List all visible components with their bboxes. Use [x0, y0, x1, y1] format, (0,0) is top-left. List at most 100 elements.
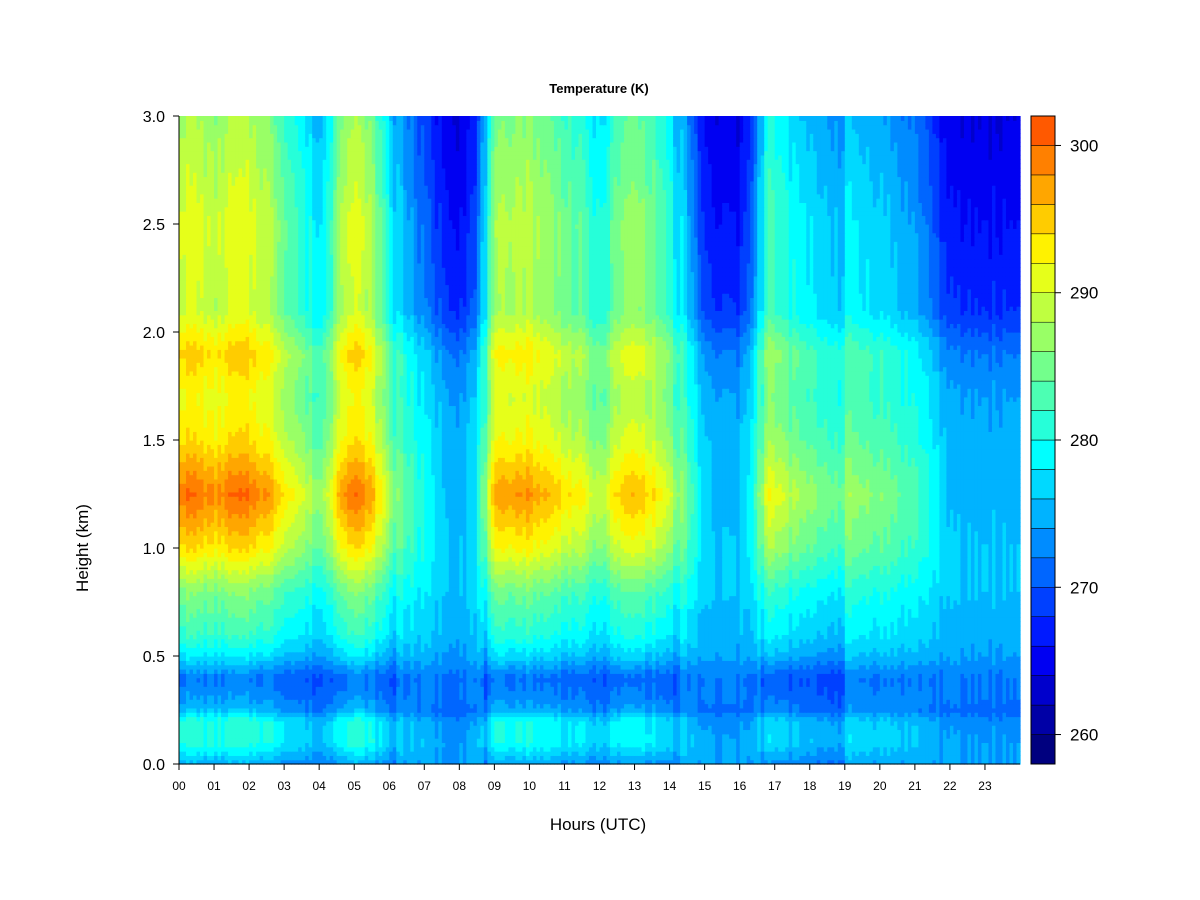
- heatmap-cell: [659, 704, 663, 709]
- heatmap-cell: [943, 747, 947, 752]
- heatmap-cell: [1006, 716, 1010, 721]
- heatmap-cell: [204, 751, 208, 756]
- heatmap-cell: [316, 716, 320, 721]
- heatmap-cell: [694, 729, 698, 734]
- heatmap-cell: [719, 712, 723, 717]
- heatmap-cell: [585, 691, 589, 696]
- heatmap-cell: [747, 673, 751, 678]
- heatmap-cell: [645, 738, 649, 743]
- heatmap-cell: [778, 686, 782, 691]
- heatmap-cell: [999, 747, 1003, 752]
- heatmap-cell: [817, 725, 821, 730]
- heatmap-cell: [267, 686, 271, 691]
- heatmap-cell: [740, 695, 744, 700]
- heatmap-cell: [578, 721, 582, 726]
- heatmap-cell: [400, 725, 404, 730]
- heatmap-cell: [631, 712, 635, 717]
- heatmap-cell: [540, 699, 544, 704]
- heatmap-cell: [480, 716, 484, 721]
- heatmap-cell: [873, 755, 877, 760]
- heatmap-cell: [764, 751, 768, 756]
- heatmap-cell: [894, 751, 898, 756]
- heatmap-cell: [677, 712, 681, 717]
- heatmap-cell: [568, 747, 572, 752]
- heatmap-cell: [859, 729, 863, 734]
- heatmap-cell: [964, 699, 968, 704]
- heatmap-cell: [722, 751, 726, 756]
- heatmap-cell: [309, 678, 313, 683]
- heatmap-cell: [403, 712, 407, 717]
- heatmap-cell: [239, 691, 243, 696]
- heatmap-cell: [442, 747, 446, 752]
- heatmap-cell: [950, 734, 954, 739]
- heatmap-cell: [677, 691, 681, 696]
- heatmap-cell: [540, 691, 544, 696]
- heatmap-cell: [1006, 738, 1010, 743]
- heatmap-cell: [557, 738, 561, 743]
- heatmap-cell: [407, 673, 411, 678]
- heatmap-cell: [372, 729, 376, 734]
- heatmap-cell: [305, 712, 309, 717]
- heatmap-cell: [487, 708, 491, 713]
- heatmap-cell: [652, 686, 656, 691]
- heatmap-cell: [582, 751, 586, 756]
- heatmap-cell: [1006, 747, 1010, 752]
- heatmap-cell: [382, 708, 386, 713]
- heatmap-cell: [326, 729, 330, 734]
- heatmap-cell: [845, 742, 849, 747]
- heatmap-cell: [946, 738, 950, 743]
- heatmap-cell: [680, 721, 684, 726]
- heatmap-cell: [1013, 691, 1017, 696]
- heatmap-cell: [508, 716, 512, 721]
- heatmap-cell: [855, 747, 859, 752]
- heatmap-cell: [340, 691, 344, 696]
- heatmap-cell: [841, 755, 845, 760]
- heatmap-cell: [936, 678, 940, 683]
- heatmap-cell: [908, 734, 912, 739]
- heatmap-cell: [543, 673, 547, 678]
- heatmap-cell: [876, 708, 880, 713]
- heatmap-cell: [663, 691, 667, 696]
- heatmap-cell: [855, 742, 859, 747]
- heatmap-cell: [747, 686, 751, 691]
- heatmap-cell: [211, 721, 215, 726]
- heatmap-cell: [389, 691, 393, 696]
- heatmap-cell: [925, 747, 929, 752]
- heatmap-cell: [883, 734, 887, 739]
- heatmap-cell: [635, 725, 639, 730]
- heatmap-cell: [337, 738, 341, 743]
- heatmap-cell: [323, 695, 327, 700]
- heatmap-cell: [775, 755, 779, 760]
- heatmap-cell: [491, 673, 495, 678]
- heatmap-cell: [603, 704, 607, 709]
- heatmap-cell: [386, 712, 390, 717]
- heatmap-cell: [981, 742, 985, 747]
- heatmap-cell: [936, 742, 940, 747]
- heatmap-cell: [831, 721, 835, 726]
- heatmap-cell: [771, 751, 775, 756]
- heatmap-cell: [768, 708, 772, 713]
- heatmap-cell: [410, 755, 414, 760]
- heatmap-cell: [512, 682, 516, 687]
- heatmap-cell: [309, 704, 313, 709]
- heatmap-cell: [561, 682, 565, 687]
- heatmap-cell: [701, 734, 705, 739]
- heatmap-cell: [491, 712, 495, 717]
- heatmap-cell: [705, 734, 709, 739]
- heatmap-cell: [435, 755, 439, 760]
- heatmap-cell: [827, 712, 831, 717]
- heatmap-cell: [368, 729, 372, 734]
- heatmap-cell: [484, 725, 488, 730]
- heatmap-cell: [211, 704, 215, 709]
- heatmap-cell: [701, 751, 705, 756]
- heatmap-cell: [806, 721, 810, 726]
- heatmap-cell: [288, 673, 292, 678]
- heatmap-cell: [536, 704, 540, 709]
- heatmap-cell: [571, 742, 575, 747]
- heatmap-cell: [897, 678, 901, 683]
- heatmap-cell: [855, 686, 859, 691]
- heatmap-cell: [428, 673, 432, 678]
- heatmap-cell: [557, 751, 561, 756]
- heatmap-cell: [918, 695, 922, 700]
- heatmap-cell: [382, 704, 386, 709]
